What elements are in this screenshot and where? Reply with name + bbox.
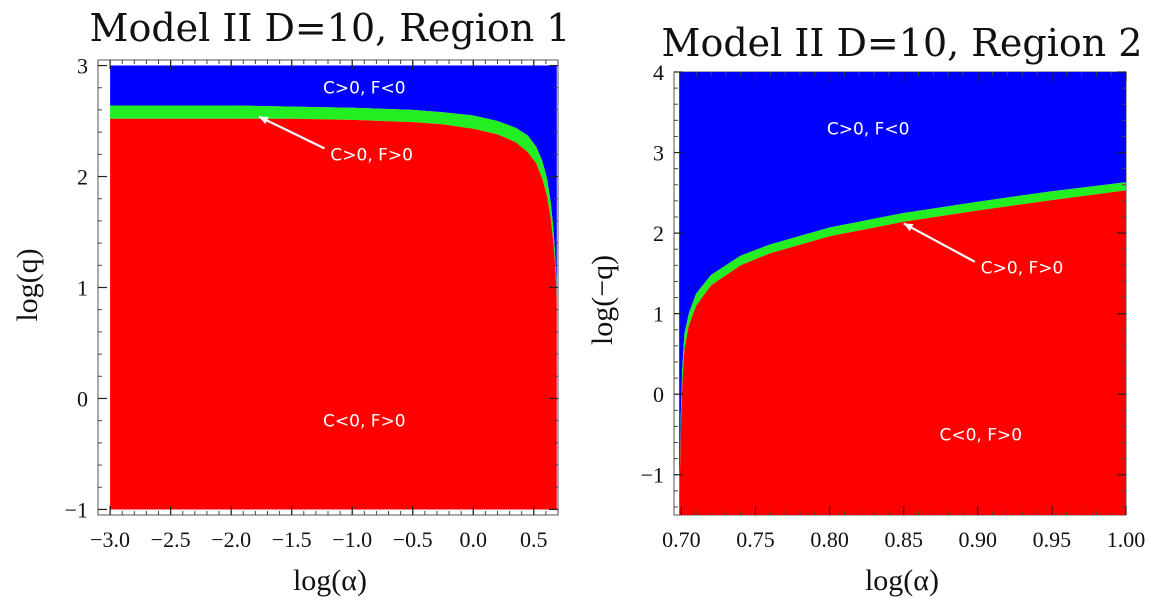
y-axis-label: log(q) <box>11 248 44 321</box>
chart-title: Model II D=10, Region 1 <box>90 6 571 50</box>
region-label: C<0, F>0 <box>939 425 1022 445</box>
regions <box>679 72 1126 516</box>
annotation-arrowhead <box>903 223 914 232</box>
y-axis-label: log(−q) <box>586 255 619 345</box>
region-label: C<0, F>0 <box>323 412 406 432</box>
region-label: C>0, F<0 <box>827 119 910 139</box>
x-tick-label: 1.00 <box>1107 527 1146 552</box>
x-axis-label: log(α) <box>293 564 367 597</box>
y-tick-label: 1 <box>77 276 88 301</box>
chart-region-2: Model II D=10, Region 2 0.70 0.75 0.80 0.85… <box>586 21 1145 597</box>
x-tick-label: 0.90 <box>959 527 998 552</box>
region-label: C>0, F<0 <box>323 79 406 99</box>
region-label: C>0, F>0 <box>330 145 413 165</box>
x-tick-label: −1.5 <box>272 527 312 552</box>
x-tick-label: 0.95 <box>1033 527 1072 552</box>
y-tick-label: 2 <box>77 165 88 190</box>
region-red-c-neg-f-pos <box>110 118 557 510</box>
y-tick-label: 3 <box>653 141 664 166</box>
annotation-arrow <box>258 115 325 150</box>
annotation-arrow <box>903 222 976 263</box>
x-tick-label: 0.80 <box>810 527 849 552</box>
y-tick-label: −1 <box>641 463 664 488</box>
x-tick-label: 0.0 <box>460 527 488 552</box>
ticks: −3.0 −2.5 −2.0 −1.5 −1.0 −0.5 0.0 0.5 −1 0 1 2 3 <box>65 54 559 552</box>
y-tick-label: 4 <box>653 60 664 85</box>
annotation-arrowhead <box>259 116 269 125</box>
region-red-c-neg-f-pos <box>679 190 1126 515</box>
x-tick-label: −2.5 <box>151 527 191 552</box>
x-tick-label: −1.0 <box>332 527 372 552</box>
x-tick-label: −0.5 <box>393 527 433 552</box>
y-tick-label: 1 <box>653 302 664 327</box>
region-blue-c-pos-f-neg <box>110 65 557 299</box>
y-tick-label: 2 <box>653 221 664 246</box>
x-tick-label: −2.0 <box>211 527 251 552</box>
x-tick-label: 0.5 <box>520 527 548 552</box>
region-annotations: C>0, F<0 C>0, F>0 C<0, F>0 <box>258 79 413 432</box>
region-blue-c-pos-f-neg <box>679 72 1126 515</box>
x-axis-label: log(α) <box>865 564 939 597</box>
x-tick-label: 0.70 <box>662 527 701 552</box>
chart-title: Model II D=10, Region 2 <box>662 21 1143 65</box>
region-annotations: C>0, F<0 C>0, F>0 C<0, F>0 <box>827 119 1063 445</box>
regions <box>110 65 557 510</box>
x-tick-label: 0.85 <box>884 527 923 552</box>
y-tick-label: −1 <box>65 497 88 522</box>
x-tick-label: 0.75 <box>736 527 775 552</box>
x-tick-label: −3.0 <box>90 527 130 552</box>
y-tick-label: 0 <box>653 382 664 407</box>
chart-region-1: Model II D=10, Region 1 −3.0 −2.5 −2.0 −1.5… <box>11 6 570 597</box>
y-tick-label: 3 <box>77 54 88 79</box>
region-label: C>0, F>0 <box>981 259 1064 279</box>
ticks: 0.70 0.75 0.80 0.85 0.90 0.95 1.00 −1 0 1 2 3 4 <box>641 60 1146 552</box>
y-tick-label: 0 <box>77 386 88 411</box>
